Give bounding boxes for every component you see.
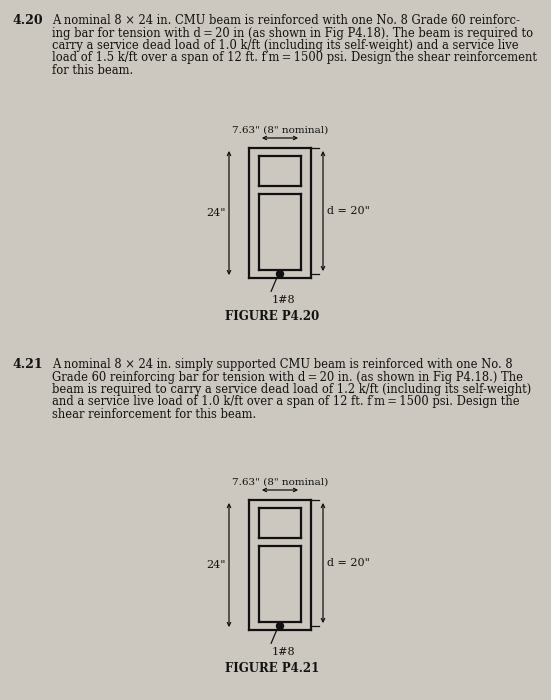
Text: carry a service dead load of 1.0 k/ft (including its self-weight) and a service : carry a service dead load of 1.0 k/ft (i… [52,39,518,52]
Text: FIGURE P4.20: FIGURE P4.20 [225,310,319,323]
Text: A nominal 8 × 24 in. simply supported CMU beam is reinforced with one No. 8: A nominal 8 × 24 in. simply supported CM… [52,358,512,371]
Text: 4.20: 4.20 [12,14,42,27]
Text: shear reinforcement for this beam.: shear reinforcement for this beam. [52,408,256,421]
Text: for this beam.: for this beam. [52,64,133,77]
Circle shape [277,270,284,277]
Text: 1#8: 1#8 [272,295,296,305]
Text: Grade 60 reinforcing bar for tension with d = 20 in. (as shown in Fig P4.18.) Th: Grade 60 reinforcing bar for tension wit… [52,370,523,384]
Text: ing bar for tension with d = 20 in (as shown in Fig P4.18). The beam is required: ing bar for tension with d = 20 in (as s… [52,27,533,39]
Circle shape [277,622,284,629]
Text: load of 1.5 k/ft over a span of 12 ft. f′m = 1500 psi. Design the shear reinforc: load of 1.5 k/ft over a span of 12 ft. f… [52,52,537,64]
Text: 1#8: 1#8 [272,647,296,657]
Text: d = 20": d = 20" [327,558,370,568]
Text: FIGURE P4.21: FIGURE P4.21 [225,662,319,675]
Text: beam is required to carry a service dead load of 1.2 k/ft (including its self-we: beam is required to carry a service dead… [52,383,531,396]
Text: A nominal 8 × 24 in. CMU beam is reinforced with one No. 8 Grade 60 reinforc-: A nominal 8 × 24 in. CMU beam is reinfor… [52,14,520,27]
Text: 7.63" (8" nominal): 7.63" (8" nominal) [232,478,328,487]
Text: 7.63" (8" nominal): 7.63" (8" nominal) [232,126,328,135]
Text: d = 20": d = 20" [327,206,370,216]
Text: 4.21: 4.21 [12,358,42,371]
Text: 24": 24" [207,208,226,218]
Text: and a service live load of 1.0 k/ft over a span of 12 ft. f′m = 1500 psi. Design: and a service live load of 1.0 k/ft over… [52,395,520,409]
Text: 24": 24" [207,560,226,570]
